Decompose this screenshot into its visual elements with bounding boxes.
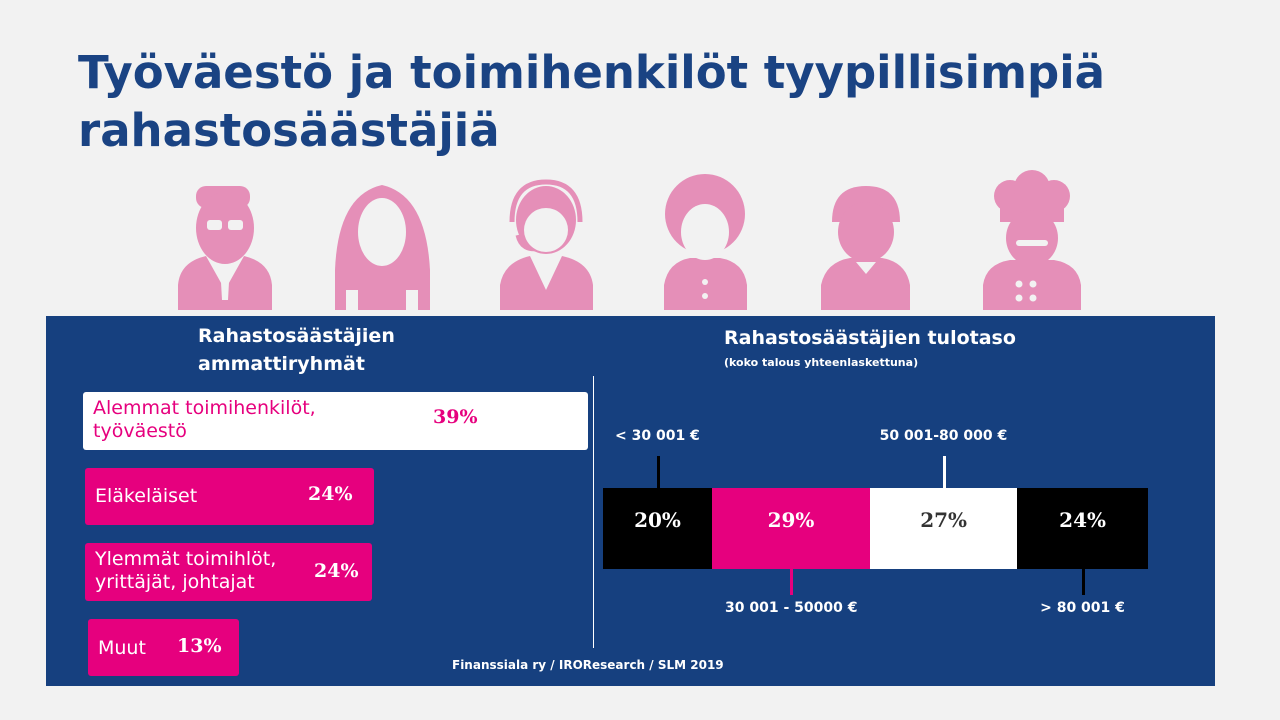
occupation-label: Alemmat toimihenkilöt, työväestö bbox=[93, 397, 316, 442]
income-tick bbox=[656, 456, 660, 488]
occupation-label: Muut bbox=[98, 637, 146, 659]
income-tick bbox=[1081, 569, 1085, 595]
businessman-icon bbox=[178, 186, 272, 310]
income-segment-value: 27% bbox=[920, 508, 968, 532]
page-title: Työväestö ja toimihenkilöt tyypillisimpi… bbox=[78, 46, 1105, 157]
income-segment bbox=[870, 488, 1018, 569]
occupation-bar: Alemmat toimihenkilöt, työväestö 39% bbox=[83, 392, 588, 450]
occupation-bar: Muut 13% bbox=[88, 619, 239, 676]
income-chart-title: Rahastosäästäjien tulotaso bbox=[724, 327, 1016, 349]
income-category-label: 30 001 - 50000 € bbox=[725, 600, 858, 616]
occupation-label: Ylemmät toimihlöt, yrittäjät, johtajat bbox=[95, 548, 277, 593]
income-tick bbox=[790, 569, 794, 595]
woman-icon bbox=[335, 185, 430, 310]
income-segment bbox=[603, 488, 712, 569]
elderly-person-icon bbox=[664, 174, 747, 310]
chart-panel: Rahastosäästäjien ammattiryhmät Alemmat … bbox=[46, 316, 1215, 686]
income-chart-subtitle: (koko talous yhteenlaskettuna) bbox=[724, 356, 919, 369]
income-category-label: < 30 001 € bbox=[615, 428, 700, 444]
income-segment bbox=[1017, 488, 1148, 569]
income-category-label: 50 001-80 000 € bbox=[879, 428, 1008, 444]
source-note: Finanssiala ry / IROResearch / SLM 2019 bbox=[452, 658, 724, 672]
occupation-bar: Ylemmät toimihlöt, yrittäjät, johtajat 2… bbox=[85, 543, 372, 601]
income-category-label: > 80 001 € bbox=[1040, 600, 1125, 616]
occupation-value: 24% bbox=[308, 483, 353, 505]
income-segment-value: 20% bbox=[634, 508, 681, 532]
occupation-value: 39% bbox=[433, 406, 478, 428]
chart-divider bbox=[593, 376, 594, 648]
income-tick bbox=[942, 456, 946, 488]
occupation-bar: Eläkeläiset 24% bbox=[85, 468, 374, 525]
call-center-agent-icon bbox=[500, 186, 593, 310]
occupation-chart-title: Rahastosäästäjien ammattiryhmät bbox=[198, 325, 395, 375]
occupation-label: Eläkeläiset bbox=[95, 485, 198, 507]
income-segment-value: 24% bbox=[1059, 508, 1107, 532]
chef-icon bbox=[983, 170, 1081, 310]
income-segment bbox=[712, 488, 871, 569]
occupation-value: 24% bbox=[314, 560, 359, 582]
income-segment-value: 29% bbox=[767, 508, 815, 532]
young-man-icon bbox=[821, 186, 910, 310]
occupation-value: 13% bbox=[177, 635, 222, 657]
